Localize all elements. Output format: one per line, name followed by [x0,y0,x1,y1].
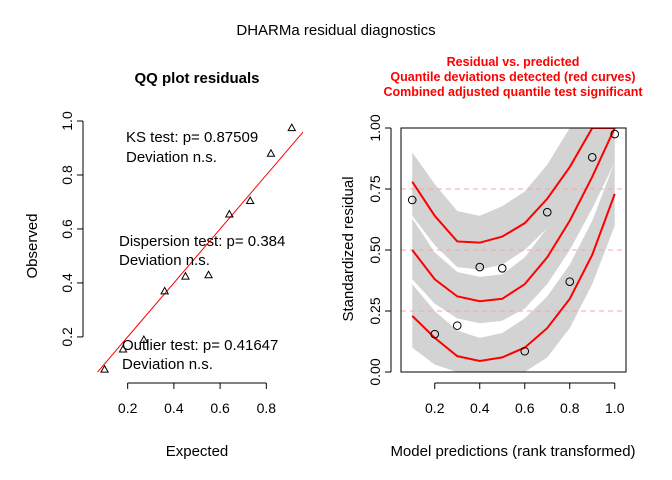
residual-point [452,321,462,330]
resid-y-axis-label: Standardized residual [340,176,357,321]
residual-point [610,129,620,139]
resid-x-tick-label: 0.2 [425,400,445,416]
residual-point [407,195,417,205]
dispersion-deviation-label: Deviation n.s. [119,252,210,269]
qq-x-tick-label: 0.8 [257,400,277,416]
ks-deviation-label: Deviation n.s. [126,149,217,166]
ks-test-label: KS test: p= 0.87509 [126,129,258,146]
qq-reference-line [96,131,303,372]
figure-title: DHARMa residual diagnostics [236,22,435,39]
resid-plot-frame [400,127,627,373]
resid-x-tick-label: 0.4 [470,400,490,416]
residual-point [520,346,530,356]
residual-point [430,329,440,339]
residual-point [475,262,485,272]
resid-y-tick-label: 0.75 [367,175,383,202]
resid-x-axis-label: Model predictions (rank transformed) [390,443,635,460]
qq-point [160,286,170,295]
qq-point [266,148,276,157]
qq-x-tick-label: 0.6 [210,400,230,416]
residual-point [497,264,507,273]
resid-y-tick-label: 0.50 [367,236,383,263]
resid-x-tick-label: 1.0 [605,400,625,416]
resid-title-line3: Combined adjusted quantile test signific… [383,85,643,99]
dispersion-test-label: Dispersion test: p= 0.384 [119,233,285,250]
qq-point [118,344,128,353]
qq-x-tick-label: 0.4 [164,400,184,416]
outlier-test-label: Outlier test: p= 0.41647 [122,337,278,354]
resid-y-tick-label: 0.00 [367,358,383,385]
qq-panel: QQ plot residuals 0.2 0.4 0.6 0.8 0.2 0.4 0.6 0… [24,70,303,460]
qq-point [224,209,234,218]
quantile-band [412,162,615,372]
qq-point [180,271,190,280]
qq-y-tick-label: 0.2 [59,327,75,347]
qq-x-axis-label: Expected [166,443,229,460]
qq-point [287,123,297,132]
residual-panel: Residual vs. predicted Quantile deviatio… [340,55,643,460]
qq-point [139,334,149,343]
resid-title-line1: Residual vs. predicted [447,55,580,69]
qq-y-tick-label: 1.0 [59,111,75,131]
quantile-curve [411,128,615,244]
qq-title: QQ plot residuals [134,70,259,87]
resid-x-tick-label: 0.6 [515,400,535,416]
quantile-band [412,128,615,324]
residual-point [542,207,552,217]
qq-y-tick-label: 0.8 [59,165,75,185]
quantile-curve [411,128,616,303]
resid-y-tick-label: 1.00 [367,114,383,141]
qq-x-tick-label: 0.2 [118,400,138,416]
qq-y-tick-label: 0.4 [59,273,75,293]
resid-y-tick-label: 0.25 [367,297,383,324]
resid-title-line2: Quantile deviations detected (red curves… [390,70,635,84]
residual-point [587,152,597,162]
qq-y-tick-label: 0.6 [59,219,75,239]
qq-point [100,364,110,373]
resid-x-tick-label: 0.8 [560,400,580,416]
outlier-deviation-label: Deviation n.s. [122,356,213,373]
residual-point [565,277,575,287]
qq-point [204,270,214,279]
quantile-band [412,128,615,270]
quantile-curve [411,193,616,363]
qq-point [245,195,255,204]
qq-y-axis-label: Observed [24,213,41,278]
